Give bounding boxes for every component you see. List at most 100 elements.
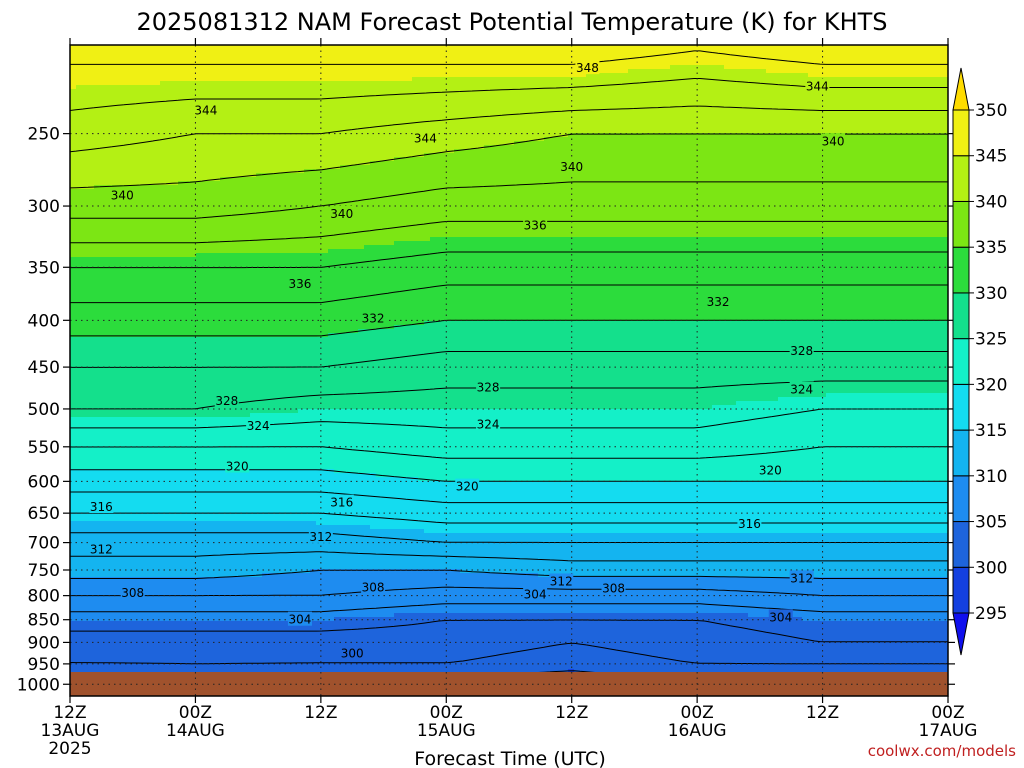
- contour-cell: [70, 161, 371, 166]
- y-tick-label: 250: [28, 125, 60, 145]
- contour-cell: [70, 497, 948, 502]
- contour-cell: [70, 377, 948, 382]
- contour-cell: [424, 321, 948, 326]
- contour-label-bg: [789, 342, 814, 357]
- contour-cell: [70, 369, 948, 374]
- contour-cell: [376, 473, 948, 478]
- contour-label: 344: [194, 104, 217, 118]
- contour-cell: [334, 617, 803, 622]
- contour-cell: [70, 317, 948, 322]
- contour-cell: [70, 417, 948, 422]
- contour-label-bg: [476, 416, 501, 431]
- contour-cell: [70, 233, 948, 238]
- contour-label-bg: [361, 579, 386, 594]
- contour-cell: [70, 665, 948, 670]
- contour-cell: [70, 265, 948, 270]
- contour-label: 344: [806, 79, 829, 93]
- contour-cell: [70, 145, 485, 150]
- x-tick-label: 00Z: [179, 703, 212, 723]
- colorbar-box: [952, 246, 970, 294]
- contour-cell: [70, 505, 948, 510]
- contour-cell: [70, 181, 179, 186]
- contour-line: [70, 380, 948, 410]
- contour-label: 308: [362, 581, 385, 595]
- contour-cell: [70, 305, 948, 310]
- contour-label: 312: [90, 542, 113, 556]
- contour-cell: [70, 301, 948, 306]
- contour-cell: [370, 161, 948, 166]
- contour-cell: [394, 157, 948, 162]
- contour-label-bg: [737, 516, 762, 531]
- contour-cell: [70, 421, 948, 426]
- contour-cell: [70, 425, 948, 430]
- contour-cell: [70, 93, 948, 98]
- contour-cell: [748, 613, 948, 618]
- contour-cell: [70, 561, 948, 566]
- contour-cell: [70, 193, 948, 198]
- contour-cell: [370, 525, 948, 530]
- contour-label-bg: [308, 528, 333, 543]
- contour-cell: [70, 573, 263, 578]
- contour-cell: [262, 573, 539, 578]
- contour-cell: [70, 69, 629, 74]
- contour-cell: [70, 397, 779, 402]
- contour-cell: [70, 89, 948, 94]
- contour-label: 348: [576, 61, 599, 75]
- contour-cell: [70, 581, 948, 586]
- ground-fill: [70, 672, 948, 696]
- contour-cell: [70, 513, 948, 518]
- x-tick-label: 12Z: [53, 703, 86, 723]
- contour-cell: [70, 137, 545, 142]
- contour-cell: [70, 45, 948, 50]
- contour-cell: [70, 125, 948, 130]
- contour-label: 320: [226, 460, 249, 474]
- contour-cell: [70, 365, 948, 370]
- contour-cell: [70, 577, 948, 582]
- contour-cell: [70, 141, 515, 146]
- contour-cell: [418, 477, 948, 482]
- x-tick-label: 12Z: [304, 703, 337, 723]
- contour-cell: [70, 449, 948, 454]
- contour-cell: [310, 569, 461, 574]
- contour-cell: [430, 237, 948, 242]
- contour-cell: [70, 605, 948, 610]
- contour-cell: [574, 669, 948, 674]
- contour-label: 304: [769, 610, 792, 624]
- contour-label-bg: [329, 205, 354, 220]
- contour-cell: [70, 221, 948, 226]
- contour-label-bg: [225, 458, 250, 473]
- y-tick-label: 700: [28, 534, 60, 554]
- contour-cell: [778, 397, 948, 402]
- colorbar-box: [952, 566, 970, 614]
- contour-label-bg: [89, 541, 114, 556]
- colorbar-label: 345: [975, 147, 1007, 167]
- contour-cell: [70, 281, 948, 286]
- contour-cell: [70, 257, 948, 262]
- x-tick-label: 12Z: [806, 703, 839, 723]
- contour-cell: [724, 65, 948, 70]
- contour-cell: [568, 133, 948, 138]
- y-tick-label: 950: [28, 655, 60, 675]
- x-tick-label: 00Z: [931, 703, 964, 723]
- contour-cell: [70, 133, 569, 138]
- contour-cell: [328, 249, 948, 254]
- contour-label: 344: [414, 131, 437, 145]
- y-tick-label: 650: [28, 504, 60, 524]
- contour-label-bg: [706, 294, 731, 309]
- contour-label: 320: [759, 464, 782, 478]
- contour-cell: [304, 169, 948, 174]
- contour-cell: [70, 457, 948, 462]
- contour-label: 312: [309, 530, 332, 544]
- plot-frame: [69, 44, 949, 697]
- chart-title: 2025081312 NAM Forecast Potential Temper…: [136, 8, 887, 36]
- contour-cell: [70, 493, 948, 498]
- contour-cell: [70, 597, 948, 602]
- colorbar-label: 335: [975, 238, 1007, 258]
- contour-cell: [70, 525, 371, 530]
- contour-cell: [70, 405, 713, 410]
- contour-label-bg: [287, 275, 312, 290]
- y-tick-label: 750: [28, 561, 60, 581]
- contour-cell: [826, 393, 948, 398]
- contour-cell: [70, 413, 251, 418]
- contour-cell: [70, 357, 948, 362]
